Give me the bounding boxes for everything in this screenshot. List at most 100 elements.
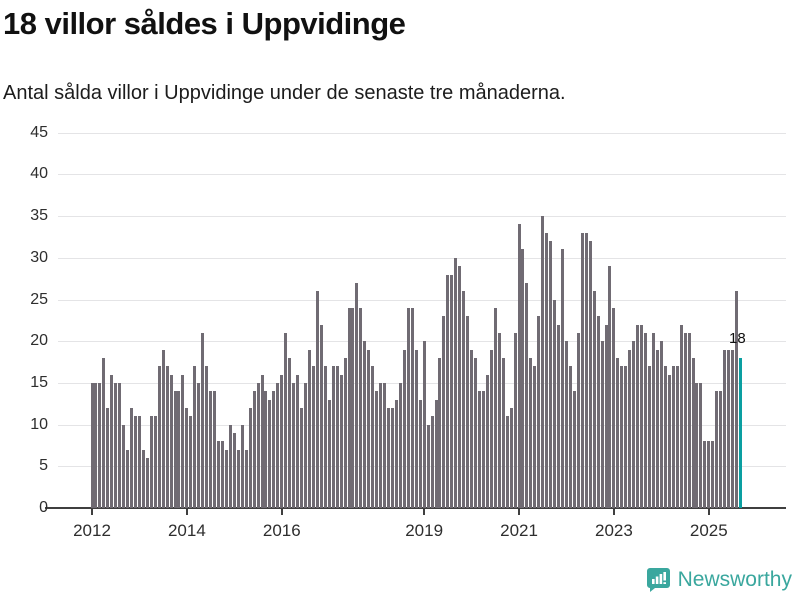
bar: [402, 349, 406, 508]
bar: [703, 441, 707, 508]
bar: [644, 332, 648, 508]
bar: [296, 374, 300, 508]
bar: [462, 291, 466, 508]
bar: [604, 324, 608, 508]
last-value-label: 18: [729, 330, 746, 347]
bar: [220, 441, 224, 508]
bar: [707, 441, 711, 508]
bar: [276, 382, 280, 508]
gridline: [58, 424, 786, 426]
bar: [189, 416, 193, 508]
bar: [197, 382, 201, 508]
bar: [375, 391, 379, 508]
x-axis-tick-label: 2016: [262, 521, 301, 540]
bar: [157, 366, 161, 508]
bar: [564, 341, 568, 508]
bar: [620, 366, 624, 508]
y-axis-tick-label: 15: [30, 373, 48, 391]
bar: [561, 249, 565, 508]
bar: [727, 349, 731, 508]
x-axis-tick: [185, 509, 188, 515]
bar: [426, 424, 430, 508]
bar: [268, 399, 272, 508]
bar: [454, 257, 458, 508]
bar: [244, 449, 248, 508]
y-axis-tick-label: 5: [39, 457, 48, 475]
bar: [300, 407, 304, 508]
bar: [430, 416, 434, 508]
bar: [264, 391, 268, 508]
bar: [533, 366, 537, 508]
bar: [213, 391, 217, 508]
bar: [240, 424, 244, 508]
bar: [232, 432, 236, 508]
bar: [315, 291, 319, 508]
bar: [632, 341, 636, 508]
bar: [667, 374, 671, 508]
bar: [655, 349, 659, 508]
bar: [137, 416, 141, 508]
gridline: [58, 341, 786, 343]
bar: [683, 332, 687, 508]
bar: [489, 349, 493, 508]
brand-name: Newsworthy: [677, 567, 792, 591]
x-axis-tick-label: 2014: [167, 521, 206, 540]
bar: [284, 332, 288, 508]
bar: [596, 316, 600, 508]
bar: [118, 382, 122, 508]
gridline: [58, 132, 786, 134]
bar: [442, 316, 446, 508]
bar: [466, 316, 470, 508]
bar: [90, 382, 94, 508]
bar: [351, 307, 355, 508]
x-axis-tick-label: 2019: [405, 521, 444, 540]
bar: [94, 382, 98, 508]
y-axis-tick-label: 25: [30, 290, 48, 308]
bar: [628, 349, 632, 508]
bar: [600, 341, 604, 508]
bar: [719, 391, 723, 508]
bar: [371, 366, 375, 508]
bar: [161, 349, 165, 508]
bar: [568, 366, 572, 508]
bar: [616, 357, 620, 508]
x-axis-tick: [280, 509, 283, 515]
bar: [323, 366, 327, 508]
bar: [391, 407, 394, 508]
bar: [248, 407, 252, 508]
bar: [735, 291, 738, 508]
bar: [731, 349, 735, 508]
bar: [339, 374, 343, 508]
bar: [470, 349, 474, 508]
newsworthy-logo: Newsworthy: [645, 566, 792, 593]
bar: [687, 332, 691, 508]
bar: [509, 407, 513, 508]
x-axis-tick: [423, 509, 426, 515]
bar: [513, 332, 517, 508]
bar: [640, 324, 644, 508]
gridline: [58, 299, 786, 301]
bar: [145, 457, 149, 508]
bar: [537, 316, 541, 508]
bar: [149, 416, 153, 508]
bar: [292, 382, 296, 508]
bar: [541, 216, 545, 508]
bar: [695, 382, 699, 508]
bar: [201, 332, 205, 508]
bar: [260, 374, 264, 508]
highlighted-bar: [738, 357, 742, 508]
bar: [663, 366, 667, 508]
bar: [651, 332, 655, 508]
bar: [505, 416, 509, 508]
bar: [367, 349, 371, 508]
bar: [394, 399, 398, 508]
bar: [517, 224, 521, 508]
bar: [584, 232, 588, 508]
bar: [228, 424, 232, 508]
bar: [398, 382, 402, 508]
bar: [675, 366, 679, 508]
bar: [256, 382, 260, 508]
bar: [711, 441, 715, 508]
bar: [723, 349, 727, 508]
